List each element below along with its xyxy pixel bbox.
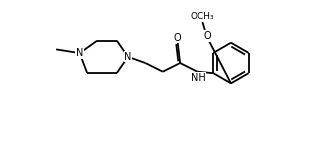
Text: NH: NH	[191, 73, 205, 83]
Text: O: O	[174, 33, 181, 43]
Text: methoxy: methoxy	[204, 16, 210, 17]
Text: O: O	[204, 31, 212, 41]
Text: N: N	[76, 48, 84, 58]
Text: OCH₃: OCH₃	[191, 12, 214, 21]
Text: N: N	[124, 52, 132, 62]
